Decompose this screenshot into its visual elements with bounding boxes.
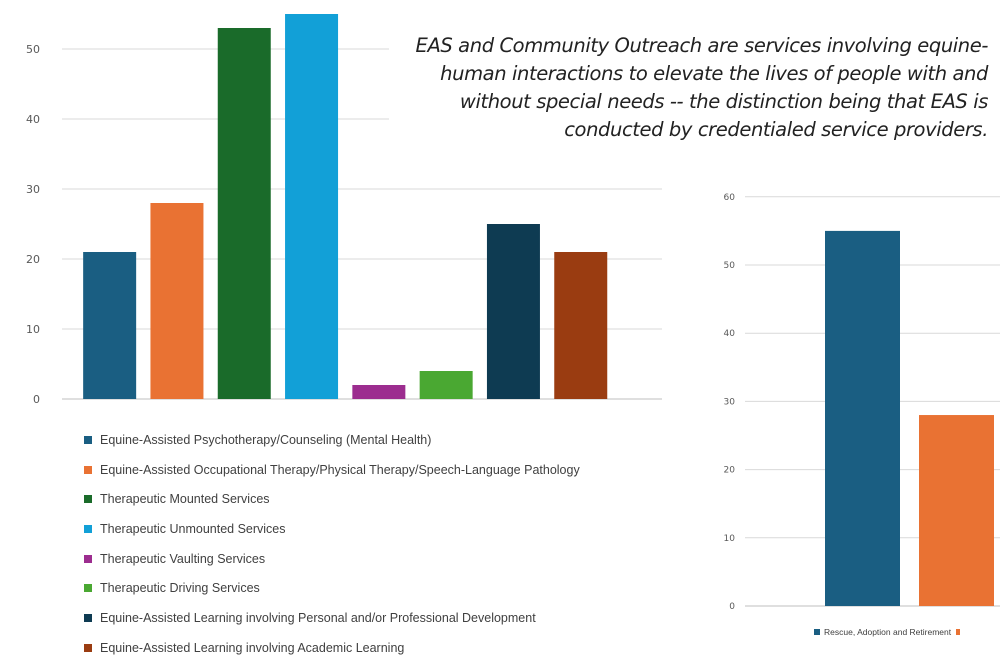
y-tick-label: 0 (33, 393, 40, 406)
bar (554, 252, 608, 399)
y-tick-label: 50 (26, 43, 40, 56)
legend-label: Therapeutic Mounted Services (100, 492, 270, 507)
legend-swatch (84, 435, 92, 444)
y-tick-label: 10 (26, 323, 40, 336)
caption-text: EAS and Community Outreach are services … (389, 30, 994, 150)
legend-swatch (84, 584, 92, 593)
y-tick-label: 40 (26, 113, 40, 126)
legend-item: Therapeutic Vaulting Services (84, 544, 580, 574)
legend-item: Equine-Assisted Psychotherapy/Counseling… (84, 425, 580, 455)
y-tick-label: 10 (724, 534, 736, 544)
legend-swatch-partial (956, 629, 961, 635)
y-tick-label: 20 (724, 466, 736, 476)
y-tick-label: 0 (729, 602, 735, 612)
legend-label: Equine-Assisted Learning involving Acade… (100, 640, 405, 655)
y-tick-label: 20 (26, 253, 40, 266)
bar (919, 415, 994, 606)
legend-swatch (84, 643, 92, 652)
bar (352, 385, 406, 399)
second-chart-legend: Rescue, Adoption and Retirement (814, 627, 961, 637)
legend-swatch (84, 613, 92, 622)
bar (150, 203, 204, 399)
legend-swatch (84, 465, 92, 474)
y-tick-label: 60 (724, 193, 736, 203)
y-tick-label: 50 (724, 261, 736, 271)
legend-label: Therapeutic Driving Services (100, 581, 260, 596)
bar (217, 28, 271, 399)
legend-swatch (84, 554, 92, 563)
legend-label: Equine-Assisted Occupational Therapy/Phy… (100, 462, 580, 477)
legend-label: Rescue, Adoption and Retirement (824, 627, 952, 637)
legend-item: Equine-Assisted Learning involving Perso… (84, 603, 580, 633)
bar (419, 371, 473, 399)
legend-item: Therapeutic Driving Services (84, 573, 580, 603)
legend-label: Therapeutic Vaulting Services (100, 551, 266, 566)
legend-item: Therapeutic Mounted Services (84, 484, 580, 514)
y-tick-label: 40 (724, 329, 736, 339)
main-chart-legend: Equine-Assisted Psychotherapy/Counseling… (84, 425, 580, 663)
y-tick-label: 30 (26, 183, 40, 196)
y-tick-label: 30 (724, 397, 736, 407)
legend-label: Therapeutic Unmounted Services (100, 521, 286, 536)
bar (83, 252, 137, 399)
legend-item: Equine-Assisted Learning involving Acade… (84, 633, 580, 663)
second-bar-chart: 0 10 20 30 40 50 60 (724, 193, 1000, 612)
bar (285, 14, 339, 399)
legend-swatch (84, 495, 92, 504)
legend-swatch (814, 629, 820, 635)
legend-label: Equine-Assisted Learning involving Perso… (100, 610, 536, 625)
legend-item: Equine-Assisted Occupational Therapy/Phy… (84, 455, 580, 485)
main-bar-chart: 0 10 20 30 40 50 (26, 14, 662, 406)
legend-label: Equine-Assisted Psychotherapy/Counseling… (100, 432, 432, 447)
bar (825, 230, 900, 606)
legend-swatch (84, 524, 92, 533)
bar (486, 224, 540, 399)
legend-item: Therapeutic Unmounted Services (84, 514, 580, 544)
